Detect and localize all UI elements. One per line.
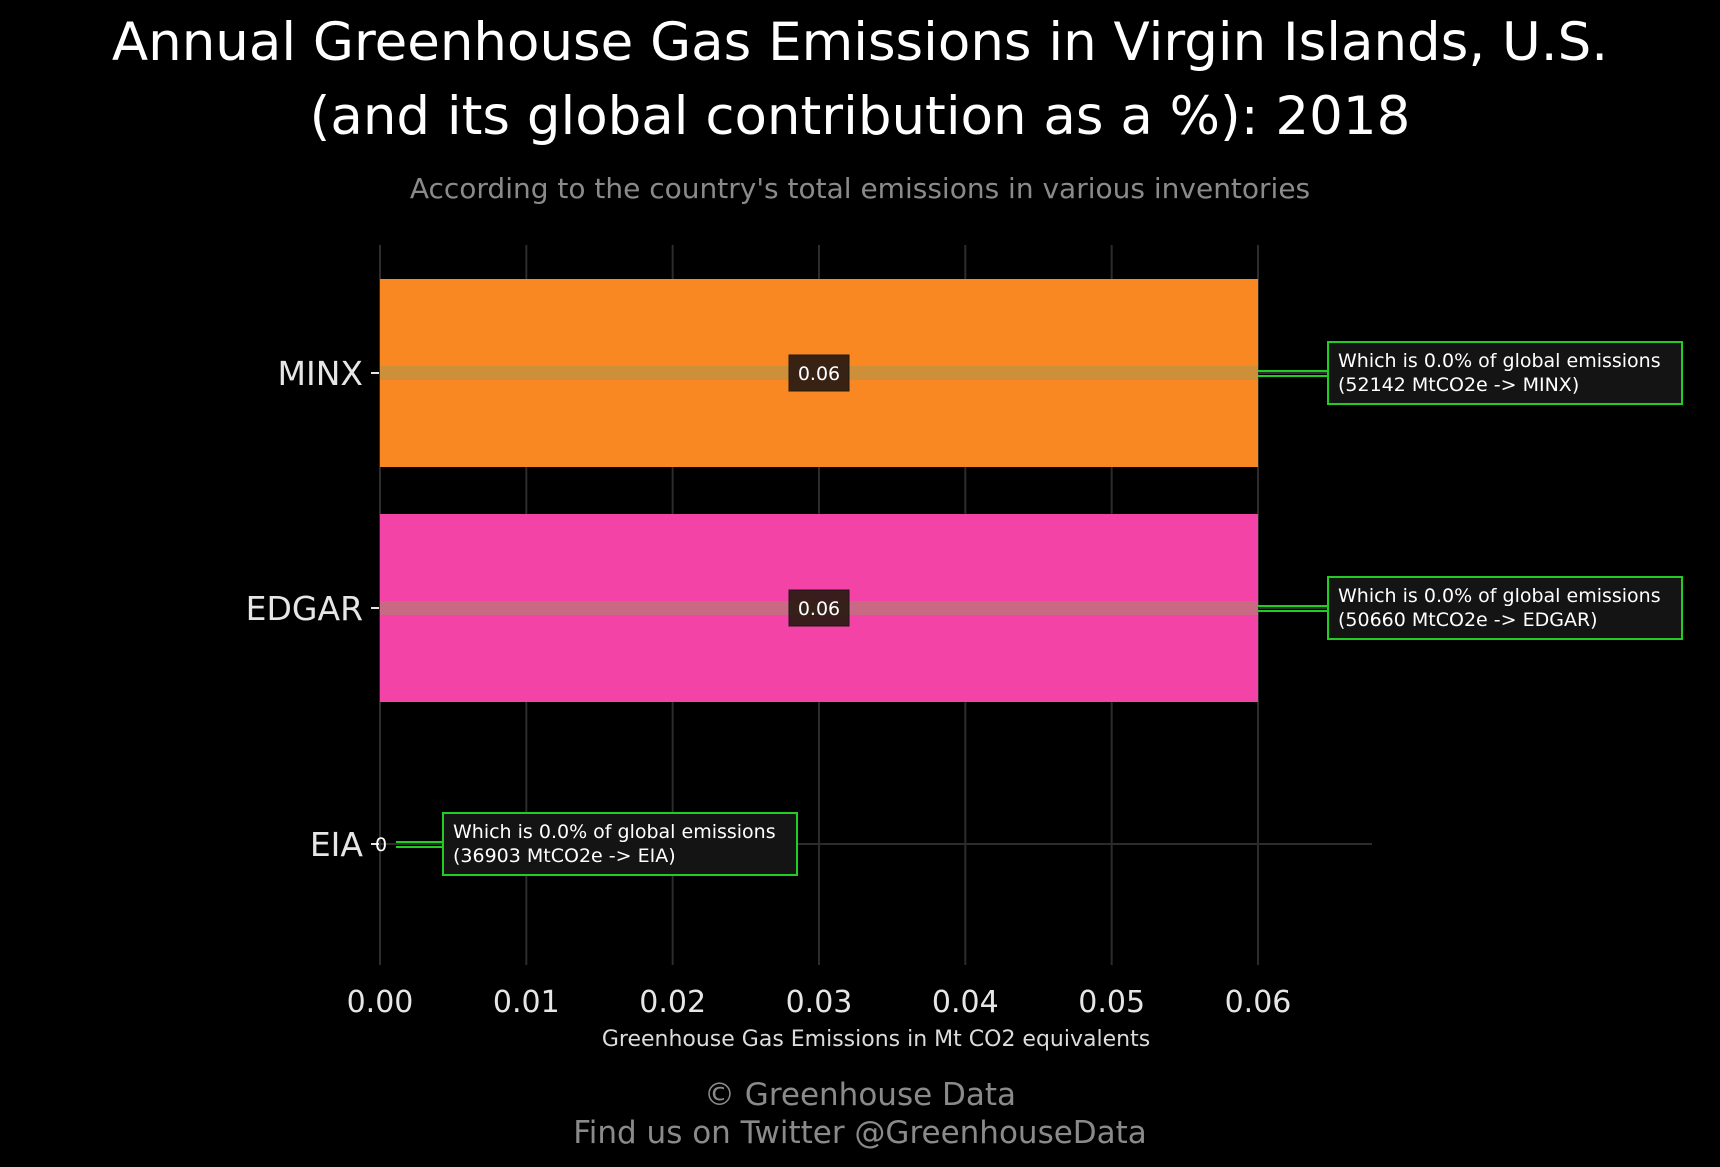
annotation-box xyxy=(442,812,798,876)
category-labels: MINX EDGAR EIA xyxy=(246,354,379,864)
annotation-line1: Which is 0.0% of global emissions xyxy=(1338,585,1661,607)
x-tick-label: 0.05 xyxy=(1078,985,1145,1020)
value-label: 0 xyxy=(375,834,387,856)
category-label: EIA xyxy=(310,825,364,864)
annotation-line1: Which is 0.0% of global emissions xyxy=(1338,350,1661,372)
value-label-box xyxy=(788,354,850,392)
bars xyxy=(380,279,1258,702)
value-label: 0.06 xyxy=(798,598,840,620)
chart-title-line1: Annual Greenhouse Gas Emissions in Virgi… xyxy=(112,12,1608,73)
chart-title-line2: (and its global contribution as a %): 20… xyxy=(310,86,1411,147)
x-tick-label: 0.02 xyxy=(639,985,706,1020)
category-label: EDGAR xyxy=(246,589,363,628)
x-axis-title: Greenhouse Gas Emissions in Mt CO2 equiv… xyxy=(602,1027,1150,1052)
x-tick-labels: 0.00 0.01 0.02 0.03 0.04 0.05 0.06 xyxy=(347,985,1292,1020)
x-tick-label: 0.04 xyxy=(932,985,999,1020)
footer-twitter: Find us on Twitter @GreenhouseData xyxy=(573,1115,1147,1151)
value-labels: 0.06 0.06 0 xyxy=(375,354,850,856)
x-tick-label: 0.06 xyxy=(1225,985,1292,1020)
annotation-line2: (50660 MtCO2e -> EDGAR) xyxy=(1338,609,1598,631)
annotation-line2: (36903 MtCO2e -> EIA) xyxy=(453,845,676,867)
annotation-box xyxy=(1327,341,1683,405)
value-label-box xyxy=(788,589,850,627)
x-tick-label: 0.00 xyxy=(347,985,414,1020)
annotation-line1: Which is 0.0% of global emissions xyxy=(453,821,776,843)
footer-copyright: © Greenhouse Data xyxy=(704,1077,1016,1113)
category-label: MINX xyxy=(278,354,364,393)
chart-subtitle: According to the country's total emissio… xyxy=(410,172,1310,205)
value-label: 0.06 xyxy=(798,363,840,385)
x-tick-label: 0.03 xyxy=(786,985,853,1020)
annotation-box xyxy=(1327,576,1683,640)
x-tick-label: 0.01 xyxy=(493,985,560,1020)
annotations: Which is 0.0% of global emissions(52142 … xyxy=(396,341,1683,876)
annotation-line2: (52142 MtCO2e -> MINX) xyxy=(1338,374,1579,396)
